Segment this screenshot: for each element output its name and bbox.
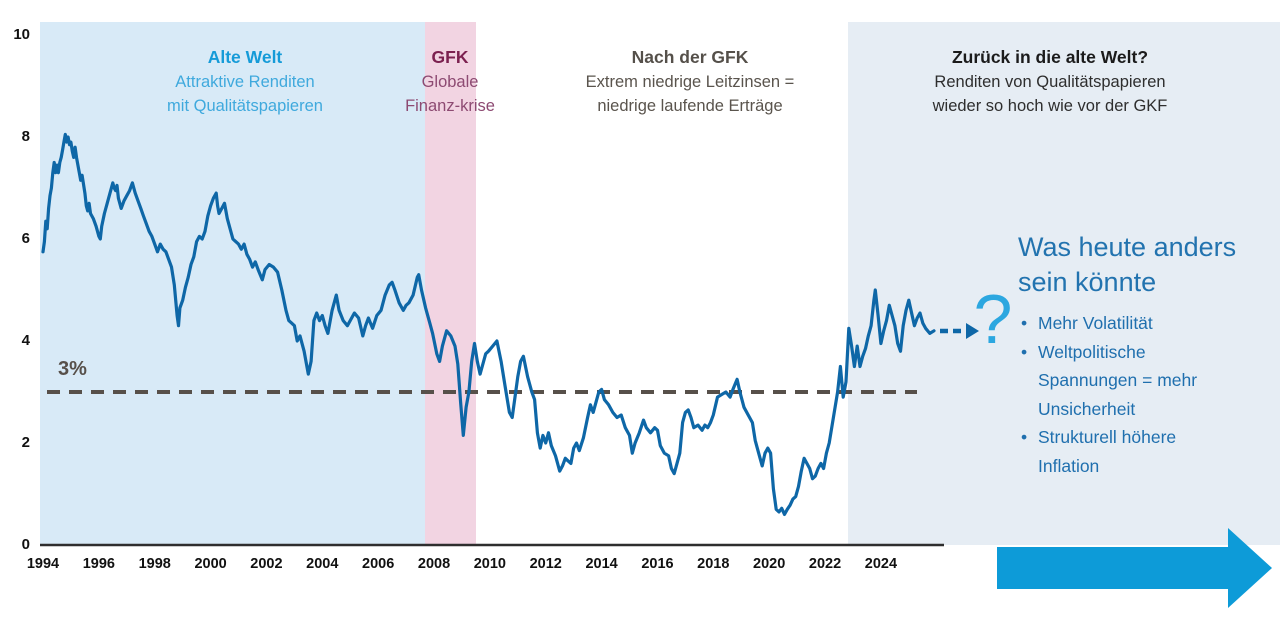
period-title: Alte Welt	[207, 47, 283, 67]
x-tick-label: 2000	[194, 556, 227, 572]
period-subtitle-line: Extrem niedrige Leitzinsen =	[585, 73, 795, 91]
question-mark: ?	[973, 280, 1013, 358]
x-tick-label: 2004	[306, 556, 339, 572]
period-annotation-3: Nach der GFK Extrem niedrige Leitzinsen =…	[550, 45, 830, 118]
period-subtitle-line: wieder so hoch wie vor der GKF	[932, 97, 1168, 115]
x-tick-label: 2020	[753, 556, 786, 572]
y-tick-label: 8	[21, 128, 30, 145]
x-tick-label: 2022	[808, 556, 842, 572]
y-tick-label: 4	[21, 332, 30, 349]
period-title: Zurück in die alte Welt?	[951, 47, 1149, 67]
x-tick-label: 2014	[585, 556, 618, 572]
period-subtitle-line: Globale	[421, 73, 479, 91]
x-tick-label: 2002	[250, 556, 283, 572]
period-subtitle-line: Renditen von Qualitätspapieren	[934, 73, 1166, 91]
period-subtitle-line: niedrige laufende Erträge	[597, 97, 783, 115]
period-title: GFK	[431, 47, 469, 67]
x-tick-label: 1998	[138, 556, 171, 572]
x-tick-label: 2016	[641, 556, 674, 572]
x-tick-label: 1996	[82, 556, 115, 572]
period-subtitle-line: mit Qualitätspapieren	[167, 97, 323, 115]
three-percent-label: 3%	[58, 358, 87, 380]
period-subtitle-line: Finanz-krise	[405, 97, 495, 115]
y-tick-label: 0	[21, 536, 30, 553]
difference-item: Weltpolitische Spannungen = mehr Unsiche…	[1021, 338, 1217, 424]
period-annotation-2: GFK Globale Finanz-krise	[380, 45, 520, 118]
x-tick-label: 2012	[529, 556, 562, 572]
period-band-1	[40, 22, 425, 545]
y-tick-label: 6	[21, 230, 30, 247]
x-tick-label: 2006	[362, 556, 395, 572]
y-tick-label: 10	[13, 26, 30, 43]
period-annotation-1: Alte Welt Attraktive Renditen mit Qualität…	[95, 45, 395, 118]
x-tick-label: 1994	[26, 556, 60, 572]
x-tick-label: 2010	[473, 556, 506, 572]
period-subtitle-line: Attraktive Renditen	[175, 73, 315, 91]
big-right-arrow-icon	[997, 528, 1272, 608]
y-tick-label: 2	[21, 434, 30, 451]
yield-line	[41, 132, 936, 517]
panel-heading: Was heute anders sein könnte	[1018, 232, 1237, 297]
period-title: Nach der GFK	[631, 47, 749, 67]
period-band-3	[476, 22, 848, 545]
period-band-2	[425, 22, 476, 545]
difference-item: Strukturell höhere Inflation	[1021, 423, 1217, 480]
period-annotation-4: Zurück in die alte Welt? Renditen von Qua…	[897, 45, 1203, 118]
difference-item: Mehr Volatilität	[1021, 309, 1217, 338]
x-tick-label: 2018	[697, 556, 730, 572]
x-tick-label: 2024	[864, 556, 898, 572]
projection-arrowhead-icon	[966, 323, 979, 339]
x-tick-label: 2008	[417, 556, 451, 572]
differences-list: Mehr VolatilitätWeltpolitische Spannunge…	[1021, 309, 1217, 480]
